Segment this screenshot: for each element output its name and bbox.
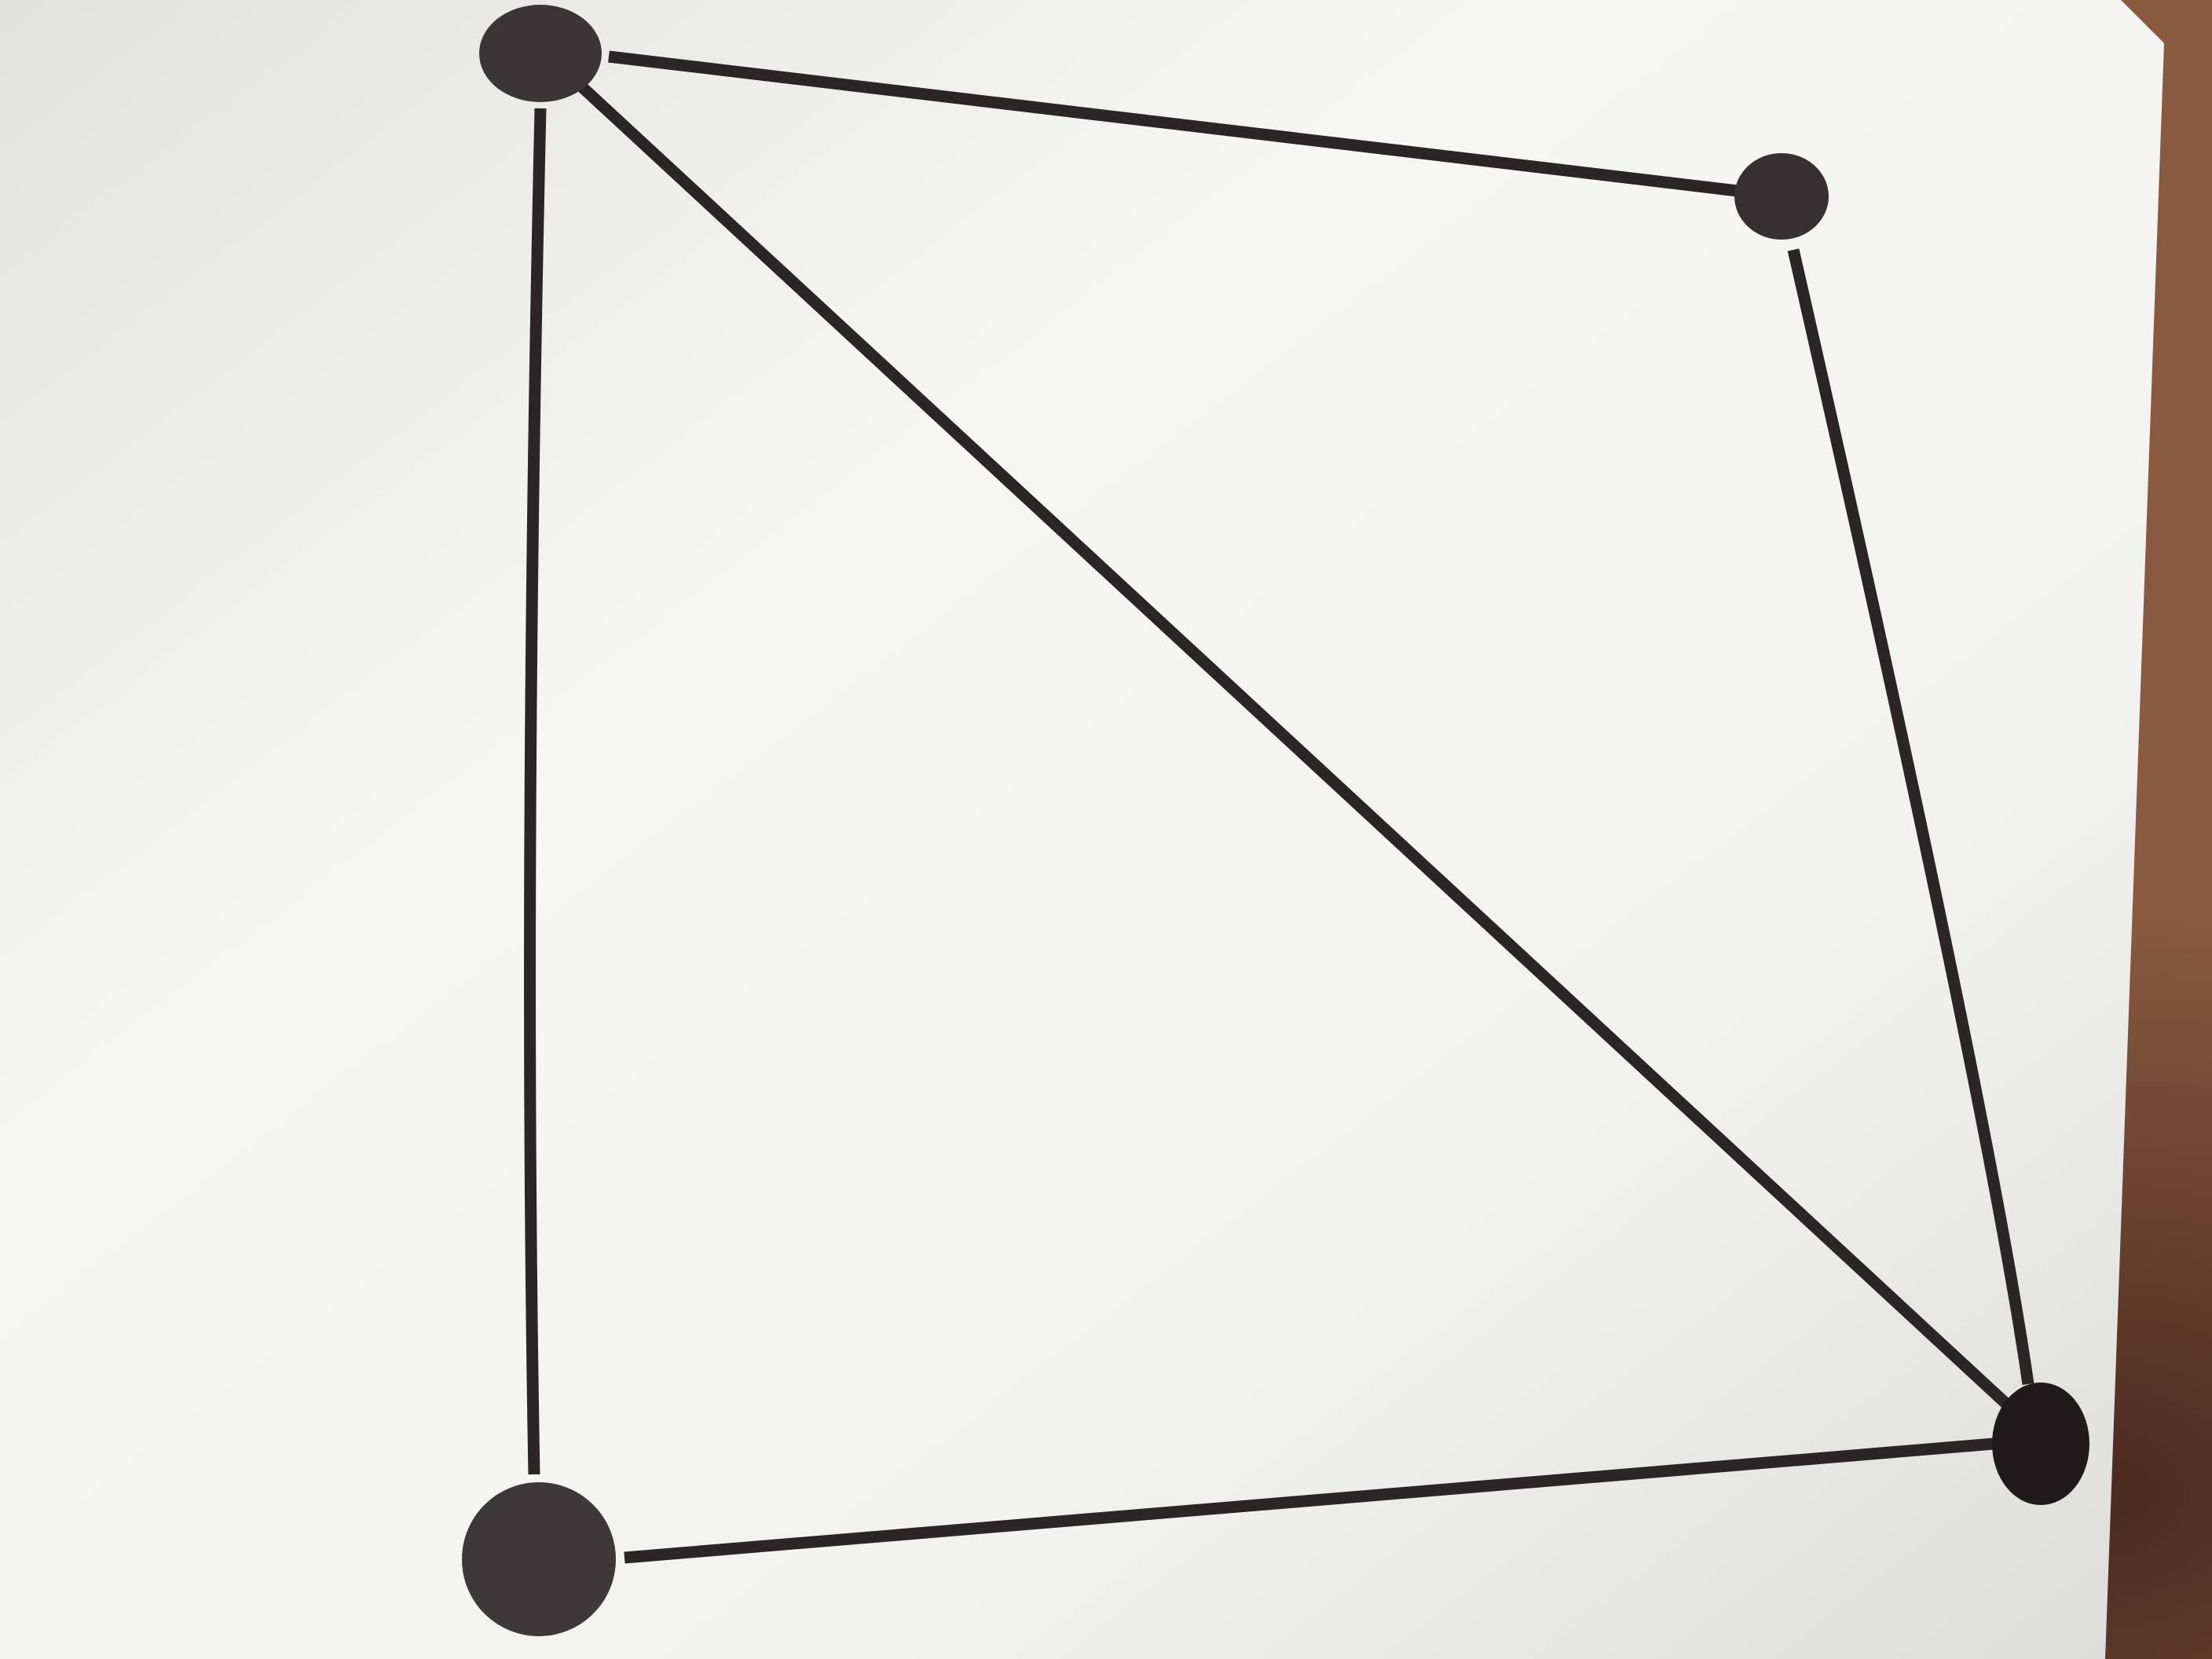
paper-sheet — [0, 0, 2164, 1659]
vertex-bottom-right — [1992, 1382, 2089, 1505]
edge-top — [608, 50, 1738, 197]
edge-bottom — [624, 1437, 1994, 1564]
vertex-top-right — [1734, 153, 1829, 240]
vertex-top-left — [479, 5, 602, 102]
vertex-bottom-left — [462, 1482, 616, 1636]
edge-diagonal — [575, 80, 2022, 1419]
graph-edges — [524, 50, 2034, 1564]
graph-vertices — [462, 5, 2089, 1636]
edge-left — [524, 108, 547, 1475]
edge-right — [1787, 248, 2034, 1386]
